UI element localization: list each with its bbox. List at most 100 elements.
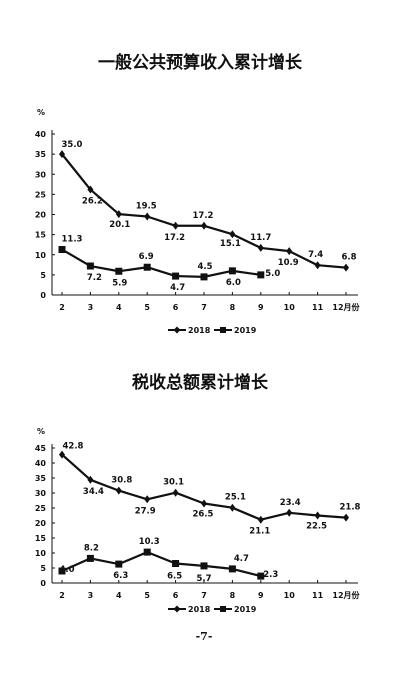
data-point [144, 495, 151, 504]
data-label: 11.3 [62, 235, 83, 245]
legend-label: 2019 [234, 326, 257, 335]
chart-general-budget-revenue: 一般公共预算收入累计增长 % 0 5 10 15 20 25 30 35 40 2 3 4 5 6 7 8 9… [35, 52, 361, 335]
page-number: -7- [196, 630, 213, 643]
x-tick-label: 3 [88, 303, 94, 312]
data-point [115, 560, 123, 568]
y-tick-label: 15 [35, 231, 47, 240]
series-group: 35.0 26.2 20.1 19.5 17.2 17.2 15.1 11.7 10.9 7.4 6… [58, 140, 357, 293]
data-point [200, 273, 208, 281]
y-tick-label: 0 [40, 291, 46, 300]
data-label: 30.1 [163, 478, 184, 488]
x-tick-label: 4 [116, 303, 122, 312]
data-label: 27.9 [135, 506, 156, 516]
data-label: 2.3 [263, 570, 278, 580]
data-point [115, 210, 122, 219]
data-point [143, 263, 151, 271]
data-point [87, 475, 94, 484]
y-tick-label: 20 [35, 519, 47, 528]
data-point [144, 212, 151, 221]
data-point [58, 246, 66, 254]
data-label: 5.0 [265, 269, 280, 279]
series-line [61, 550, 262, 578]
data-label: 6.9 [139, 252, 154, 262]
legend-label: 2019 [234, 605, 257, 614]
x-tick-label: 9 [258, 303, 264, 312]
data-label: 10.3 [139, 537, 160, 547]
data-point [115, 486, 122, 495]
data-label: 26.2 [82, 197, 103, 207]
data-point [172, 272, 180, 280]
y-axis-label: % [37, 427, 45, 436]
data-label: 5.7 [196, 574, 211, 584]
data-point [143, 548, 151, 556]
data-label: 35.0 [62, 140, 83, 150]
y-axis-label: % [37, 108, 45, 117]
data-label: 4.5 [197, 262, 212, 272]
data-point [228, 565, 236, 573]
y-tick-label: 10 [35, 549, 47, 558]
data-point [201, 499, 207, 508]
y-tick-label: 35 [35, 150, 47, 159]
series-2019: 11.3 7.2 5.9 6.9 4.7 4.5 6.0 5.0 [58, 235, 280, 293]
y-ticks: 0 5 10 15 20 25 30 35 40 45 [35, 444, 55, 588]
x-tick-label: 11 [312, 303, 324, 312]
data-point [257, 271, 265, 279]
data-label: 10.9 [278, 258, 299, 268]
data-point [343, 263, 349, 272]
series-2018: 35.0 26.2 20.1 19.5 17.2 17.2 15.1 11.7 10.9 7.4 6… [59, 140, 357, 272]
data-label: 19.5 [136, 202, 157, 212]
y-tick-label: 5 [40, 564, 46, 573]
data-label: 4.7 [234, 554, 249, 564]
y-tick-label: 40 [35, 130, 47, 139]
data-label: 22.5 [306, 522, 327, 532]
data-label: 5.9 [112, 278, 127, 288]
x-tick-label: 9 [258, 591, 264, 600]
legend: 2018 2019 [168, 605, 257, 614]
data-label: 7.4 [308, 250, 323, 260]
data-label: 25.1 [225, 493, 246, 503]
y-tick-label: 45 [35, 444, 47, 453]
series-2018: 42.8 34.4 30.8 27.9 30.1 26.5 25.1 21.1 23.4 22.5… [59, 442, 361, 537]
data-point [314, 511, 321, 520]
axes [51, 130, 358, 296]
data-label: 21.8 [340, 503, 361, 513]
x-tick-label: 7 [201, 591, 207, 600]
legend: 2018 2019 [168, 326, 257, 335]
data-label: 6.5 [167, 572, 182, 582]
data-point [314, 261, 321, 270]
data-point [229, 230, 236, 239]
legend-label: 2018 [188, 605, 211, 614]
x-tick-label: 5 [144, 591, 150, 600]
axes [51, 444, 358, 584]
x-tick-label: 2 [59, 303, 65, 312]
legend-marker [220, 327, 226, 333]
data-point [172, 221, 179, 230]
x-tick-label: 8 [230, 591, 236, 600]
y-tick-label: 30 [35, 489, 47, 498]
data-point [172, 488, 179, 497]
data-point [59, 150, 65, 159]
data-label: 30.8 [111, 476, 132, 486]
series-line [61, 248, 261, 278]
data-label: 20.1 [109, 220, 130, 230]
chart-title: 一般公共预算收入累计增长 [98, 52, 303, 73]
data-label: 21.1 [249, 527, 270, 537]
data-point [257, 515, 264, 524]
legend-marker [173, 605, 181, 613]
x-tick-label: 10 [284, 591, 296, 600]
legend-marker [173, 326, 181, 334]
y-tick-label: 35 [35, 474, 47, 483]
data-label: 4.7 [170, 283, 185, 293]
data-point [86, 554, 94, 562]
x-tick-label: 2 [59, 591, 65, 600]
data-label: 17.2 [164, 233, 185, 243]
data-point [87, 185, 94, 194]
y-tick-label: 0 [40, 579, 46, 588]
data-label: 4.0 [59, 565, 74, 575]
x-tick-label: 5 [144, 303, 150, 312]
data-point [286, 247, 293, 256]
data-label: 34.4 [83, 487, 104, 497]
